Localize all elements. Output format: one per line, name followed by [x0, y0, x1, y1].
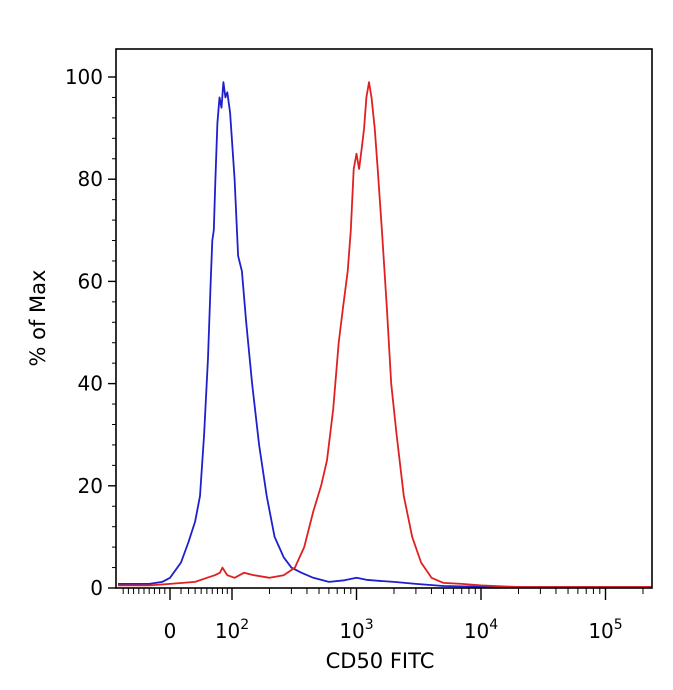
histogram-line-red: [118, 81, 652, 588]
y-tick-label: 60: [78, 269, 103, 293]
x-tick-label: 102: [215, 617, 249, 643]
x-tick-label: 103: [339, 617, 373, 643]
histogram-line-blue: [118, 81, 652, 588]
y-tick-label: 40: [78, 372, 103, 396]
x-tick-label: 0: [164, 619, 177, 643]
y-axis: 0 20 40 60 80 100: [65, 65, 116, 600]
x-axis-title: CD50 FITC: [326, 649, 435, 673]
y-tick-label: 80: [78, 167, 103, 191]
y-tick-label: 20: [78, 474, 103, 498]
x-axis: 0 102 103 104 105: [122, 588, 644, 643]
x-tick-label: 104: [464, 617, 498, 643]
y-tick-label: 0: [90, 576, 103, 600]
x-tick-label: 105: [588, 617, 622, 643]
series-layer: [118, 81, 652, 588]
y-tick-label: 100: [65, 65, 103, 89]
y-axis-title: % of Max: [26, 270, 50, 367]
plot-frame: [115, 48, 653, 589]
